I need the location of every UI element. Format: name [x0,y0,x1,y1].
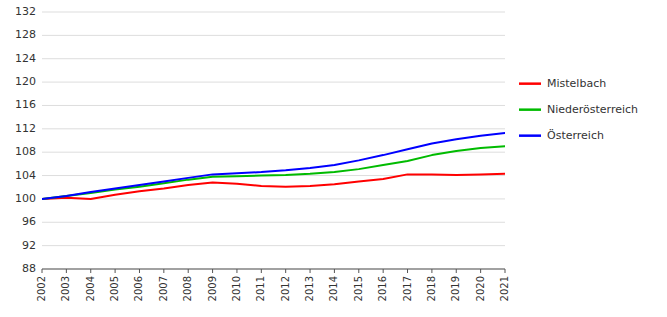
x-tick-label: 2014 [328,276,339,301]
grid-line [42,198,505,199]
y-tick-label: 92 [22,239,36,252]
x-tick [115,269,116,273]
x-tick [188,269,189,273]
legend-swatch [519,82,541,85]
plot-area [42,133,505,199]
x-tick [163,269,164,273]
chart: 88 92 96 100 104 108 112 116 120 124 128 132 2002 200… [0,0,667,317]
x-tick-label: 2010 [231,276,242,301]
grid-line [42,58,505,59]
legend-swatch [519,108,541,111]
series-line [42,146,505,199]
x-tick-label: 2005 [109,276,120,301]
axes: 88 92 96 100 104 108 112 116 120 124 128 132 2002 200… [15,5,510,301]
y-tick-label: 96 [22,215,36,228]
x-tick [334,269,335,273]
x-tick [139,269,140,273]
grid-line [42,152,505,153]
x-tick [456,269,457,273]
x-tick [505,269,506,273]
x-tick-label: 2018 [426,276,437,301]
y-tick-label: 132 [15,5,36,18]
y-tick-label: 124 [15,52,36,65]
x-tick-label: 2013 [304,276,315,301]
x-tick [407,269,408,273]
grid-line [42,222,505,223]
y-tick-label: 104 [15,169,36,182]
x-tick [66,269,67,273]
x-tick-label: 2002 [36,276,47,301]
grid-line [42,35,505,36]
series-line [42,133,505,199]
x-axis-line [42,269,505,270]
x-tick [42,269,43,273]
y-tick-label: 128 [15,28,36,41]
y-tick-label: 116 [15,98,36,111]
y-tick-label: 120 [15,75,36,88]
y-tick-label: 112 [15,122,36,135]
x-tick-label: 2020 [475,276,486,301]
x-tick [358,269,359,273]
x-tick-label: 2004 [85,276,96,301]
x-tick [431,269,432,273]
legend-swatch [519,134,541,137]
x-tick [212,269,213,273]
x-tick-label: 2009 [207,276,218,301]
series-line [42,174,505,199]
grid-line [42,128,505,129]
y-tick-label: 88 [22,262,36,275]
x-tick-label: 2003 [60,276,71,301]
legend-label: Niederösterreich [547,103,638,116]
grid-line [42,105,505,106]
y-tick-label: 108 [15,145,36,158]
x-tick-label: 2016 [377,276,388,301]
x-tick [480,269,481,273]
legend-label: Österreich [547,129,604,142]
x-tick-label: 2011 [255,276,266,301]
grid-line [42,12,505,13]
x-tick-label: 2012 [280,276,291,301]
x-tick [383,269,384,273]
x-tick-label: 2008 [182,276,193,301]
grid-line [42,82,505,83]
x-tick-label: 2021 [499,276,510,301]
x-tick-label: 2019 [450,276,461,301]
x-tick-label: 2017 [402,276,413,301]
x-tick [90,269,91,273]
legend: Mistelbach Niederösterreich Österreich [519,77,638,142]
legend-label: Mistelbach [547,77,606,90]
x-tick-label: 2015 [353,276,364,301]
x-tick [236,269,237,273]
y-tick-label: 100 [15,192,36,205]
x-tick [261,269,262,273]
x-tick [310,269,311,273]
x-tick-label: 2006 [133,276,144,301]
x-tick-label: 2007 [158,276,169,301]
grid-line [42,269,505,270]
x-tick [285,269,286,273]
grid-line [42,245,505,246]
